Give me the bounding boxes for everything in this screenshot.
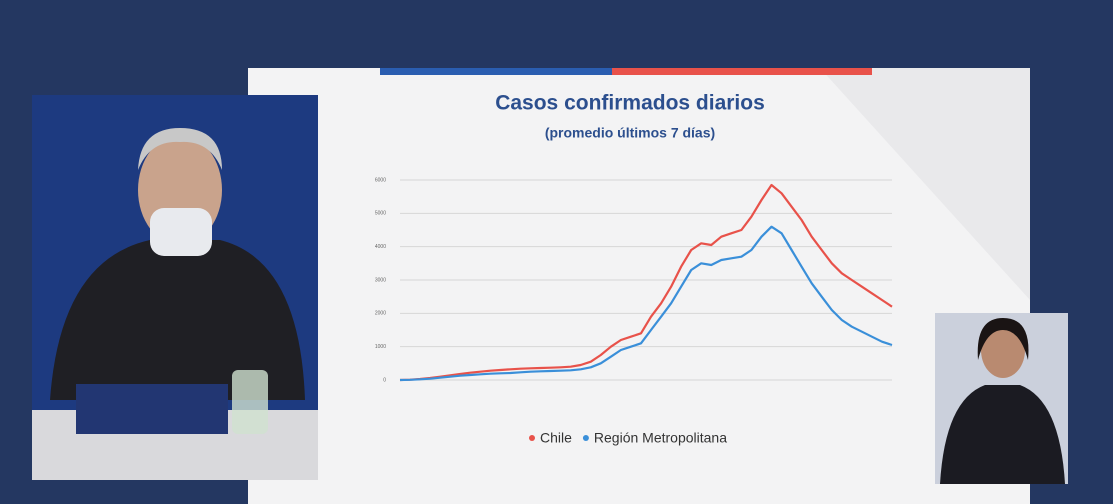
stripe-red <box>612 68 872 75</box>
person-body <box>940 385 1065 484</box>
y-tick-label: 0 <box>383 377 386 383</box>
person-hair <box>138 128 222 170</box>
video-speaker <box>32 95 318 480</box>
person-body <box>50 240 305 400</box>
person-head <box>981 322 1025 378</box>
chart-subtitle: (promedio últimos 7 días) <box>545 125 715 141</box>
legend-label: Región Metropolitana <box>594 430 727 446</box>
podium-sign <box>76 384 228 434</box>
bottle <box>232 370 268 434</box>
mask <box>150 208 212 256</box>
legend-marker <box>529 435 535 441</box>
legend-label: Chile <box>540 430 572 446</box>
line-series <box>399 183 893 382</box>
slide-decoration <box>820 68 1030 300</box>
video-interpreter <box>935 313 1068 484</box>
person-hair <box>977 318 1029 360</box>
legend-marker <box>582 435 589 441</box>
y-tick-label: 6000 <box>375 177 386 183</box>
chart-title: Casos confirmados diarios <box>495 92 765 115</box>
y-tick-label: 3000 <box>375 277 386 283</box>
y-tick-label: 4000 <box>375 244 386 250</box>
line-series <box>399 225 893 382</box>
stripe-blue <box>380 68 612 75</box>
y-tick-label: 1000 <box>375 344 386 350</box>
y-tick-label: 2000 <box>375 311 386 317</box>
y-tick-label: 5000 <box>375 211 386 217</box>
